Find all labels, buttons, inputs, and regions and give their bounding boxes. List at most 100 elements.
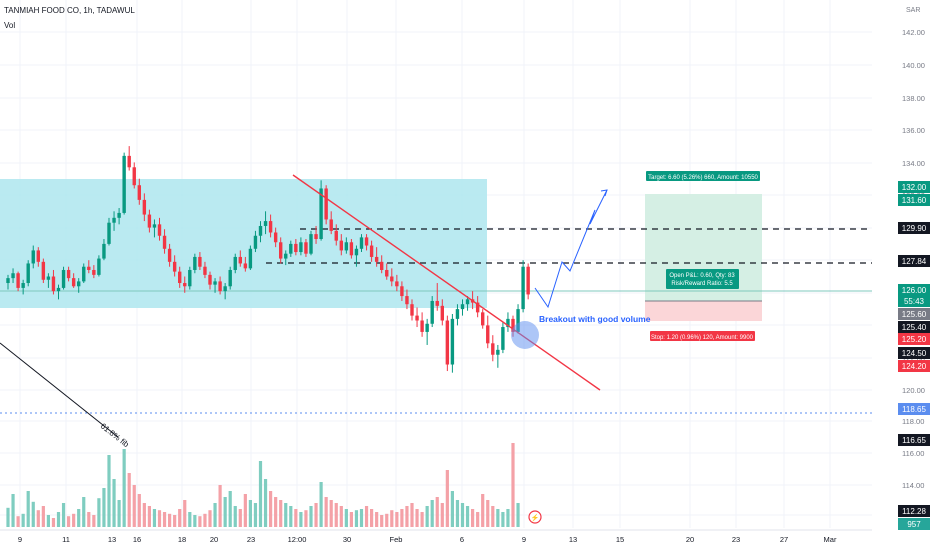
volume-bar <box>87 512 91 527</box>
volume-bar <box>183 500 187 527</box>
x-tick-label: Mar <box>824 535 837 544</box>
candle-body <box>258 225 263 236</box>
price-label-bg <box>898 222 930 234</box>
candle-body <box>11 273 15 279</box>
candle-body <box>329 219 333 231</box>
candle-body <box>506 318 510 328</box>
volume-bar <box>400 509 404 527</box>
volume-bar <box>486 500 490 527</box>
volume-bar <box>445 470 449 527</box>
x-tick-label: 18 <box>178 535 186 544</box>
candle-body <box>279 242 283 259</box>
fib-line <box>0 342 119 438</box>
price-label-bg <box>898 360 930 372</box>
alert-icon <box>528 510 542 524</box>
volume-bar <box>198 516 202 527</box>
volume-bar <box>380 515 384 527</box>
candle-body <box>430 300 434 324</box>
candle-body <box>324 188 328 220</box>
volume-bar <box>46 515 50 527</box>
fib-label: 61.8% fib <box>99 421 131 449</box>
candle-body <box>142 199 147 215</box>
volume-bar <box>314 503 318 527</box>
price-label: 125.20 <box>902 335 927 344</box>
candle-body <box>107 222 111 244</box>
projection-path <box>534 189 608 309</box>
volume-bar <box>289 506 293 527</box>
candle-body <box>314 234 318 240</box>
x-tick-label: 30 <box>343 535 351 544</box>
candle-body <box>112 217 116 223</box>
volume-bar <box>364 506 369 527</box>
candle-body <box>223 286 227 292</box>
target-label-bg <box>646 171 760 181</box>
price-label: 118.65 <box>902 405 926 414</box>
candle-body <box>501 327 505 350</box>
currency-label: SAR <box>906 7 920 14</box>
x-tick-label: 13 <box>108 535 116 544</box>
candle-body <box>26 263 30 284</box>
candle-body <box>87 266 91 270</box>
volume-bar <box>339 506 343 527</box>
candle-body <box>172 261 177 272</box>
candle-body <box>147 214 152 228</box>
volume-bar <box>294 509 298 527</box>
alert-icon-glyph: ⚡ <box>531 513 540 522</box>
candle-body <box>253 235 258 249</box>
price-label-bg <box>898 518 930 530</box>
candle-body <box>46 276 51 280</box>
volume-bar <box>203 513 207 527</box>
volume-bar <box>491 506 495 527</box>
x-tick-label: 23 <box>247 535 255 544</box>
candle-body <box>273 232 278 243</box>
volume-bar <box>26 491 30 527</box>
x-tick-label: 9 <box>18 535 22 544</box>
candle-body <box>299 242 303 253</box>
volume-bar <box>375 512 379 527</box>
x-tick-label: 23 <box>732 535 740 544</box>
volume-bar <box>31 501 35 527</box>
candle-body <box>289 243 293 254</box>
x-tick-label: 12:00 <box>288 535 307 544</box>
candle-body <box>167 248 172 262</box>
candle-body <box>511 318 515 332</box>
candle-body <box>390 276 394 282</box>
candle-body <box>481 312 485 326</box>
y-tick-label: 136.00 <box>902 126 925 135</box>
volume-bar <box>21 513 25 527</box>
volume-bar <box>501 512 505 527</box>
candle-body <box>178 271 182 284</box>
volume-bar <box>511 443 515 527</box>
x-tick-label: 20 <box>686 535 694 544</box>
volume-bar <box>122 449 126 527</box>
stop-label: Stop: 1.20 (0.96%) 120, Amount: 9900 <box>651 335 754 341</box>
stop-label-bg <box>650 331 755 341</box>
price-label-bg <box>898 505 930 517</box>
candle-body <box>203 266 207 275</box>
price-label-bg <box>898 255 930 267</box>
candle-body <box>41 261 46 280</box>
candle-body <box>425 323 429 332</box>
volume-bar <box>324 497 328 527</box>
y-tick-label: 118.00 <box>902 417 924 426</box>
volume-bar <box>243 494 247 527</box>
range-box <box>0 179 487 308</box>
candle-body <box>193 256 197 270</box>
price-label: 126.00 <box>902 286 927 295</box>
volume-bar <box>405 506 409 527</box>
candle-body <box>21 283 25 288</box>
candle-body <box>263 221 268 226</box>
candle-body <box>56 287 61 292</box>
volume-bar <box>471 509 475 527</box>
volume-bar <box>137 494 141 527</box>
price-label-bg <box>898 434 930 446</box>
candle-body <box>380 261 384 270</box>
price-label-bg <box>898 403 930 415</box>
volume-bar <box>61 503 66 527</box>
candle-body <box>66 269 71 279</box>
volume-label: Vol <box>4 21 16 30</box>
price-axis <box>890 0 932 550</box>
volume-bar <box>344 509 348 527</box>
